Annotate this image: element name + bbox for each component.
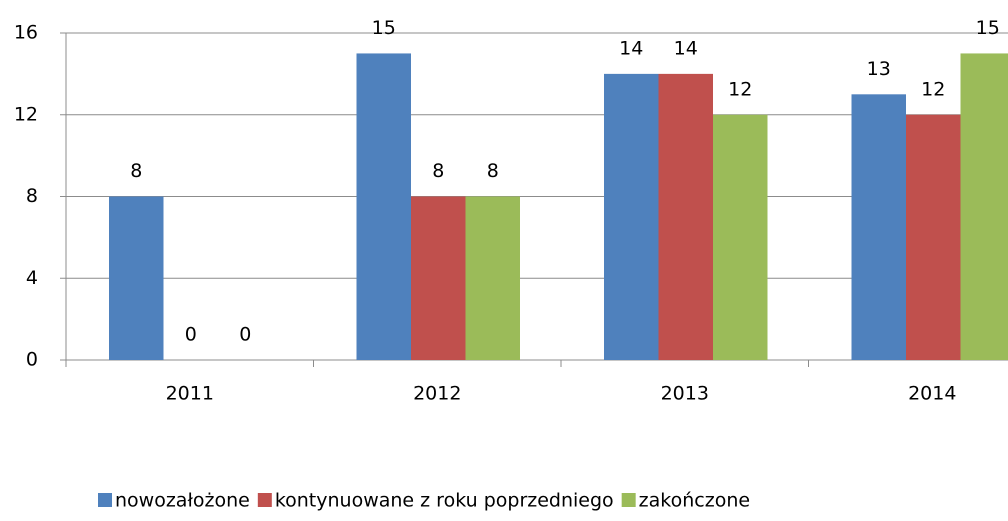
- legend-label: zakończone: [639, 490, 750, 512]
- legend-swatch: [98, 493, 112, 507]
- bar: [465, 196, 520, 360]
- x-tick-label: 2014: [908, 383, 956, 405]
- data-label: 0: [239, 324, 251, 346]
- data-label: 8: [487, 160, 499, 182]
- bar: [604, 73, 659, 360]
- legend-label: nowozałożone: [115, 490, 250, 512]
- data-label: 0: [185, 324, 197, 346]
- bar: [960, 53, 1008, 360]
- data-label: 15: [372, 17, 396, 39]
- data-label: 8: [432, 160, 444, 182]
- data-label: 12: [921, 78, 945, 100]
- bar: [356, 53, 411, 360]
- bar: [851, 94, 906, 360]
- y-tick-label: 12: [14, 103, 38, 125]
- x-tick-label: 2013: [661, 383, 709, 405]
- bar: [411, 196, 466, 360]
- data-label: 8: [130, 160, 142, 182]
- y-tick-label: 16: [14, 22, 38, 44]
- legend-swatch: [257, 493, 272, 507]
- data-label: 15: [976, 17, 1000, 39]
- bar: [658, 73, 713, 360]
- legend-swatch: [621, 493, 636, 507]
- x-tick-label: 2012: [413, 383, 461, 405]
- bar: [713, 114, 768, 360]
- data-label: 12: [728, 78, 752, 100]
- data-label: 14: [674, 37, 698, 59]
- data-label: 14: [619, 37, 643, 59]
- data-label: 13: [867, 58, 891, 80]
- bar: [109, 196, 164, 360]
- bar: [906, 114, 961, 360]
- legend-label: kontynuowane z roku poprzedniego: [275, 490, 614, 512]
- y-tick-label: 8: [26, 185, 38, 207]
- x-tick-label: 2011: [166, 383, 214, 405]
- y-tick-label: 0: [26, 349, 38, 371]
- y-tick-label: 4: [26, 267, 38, 289]
